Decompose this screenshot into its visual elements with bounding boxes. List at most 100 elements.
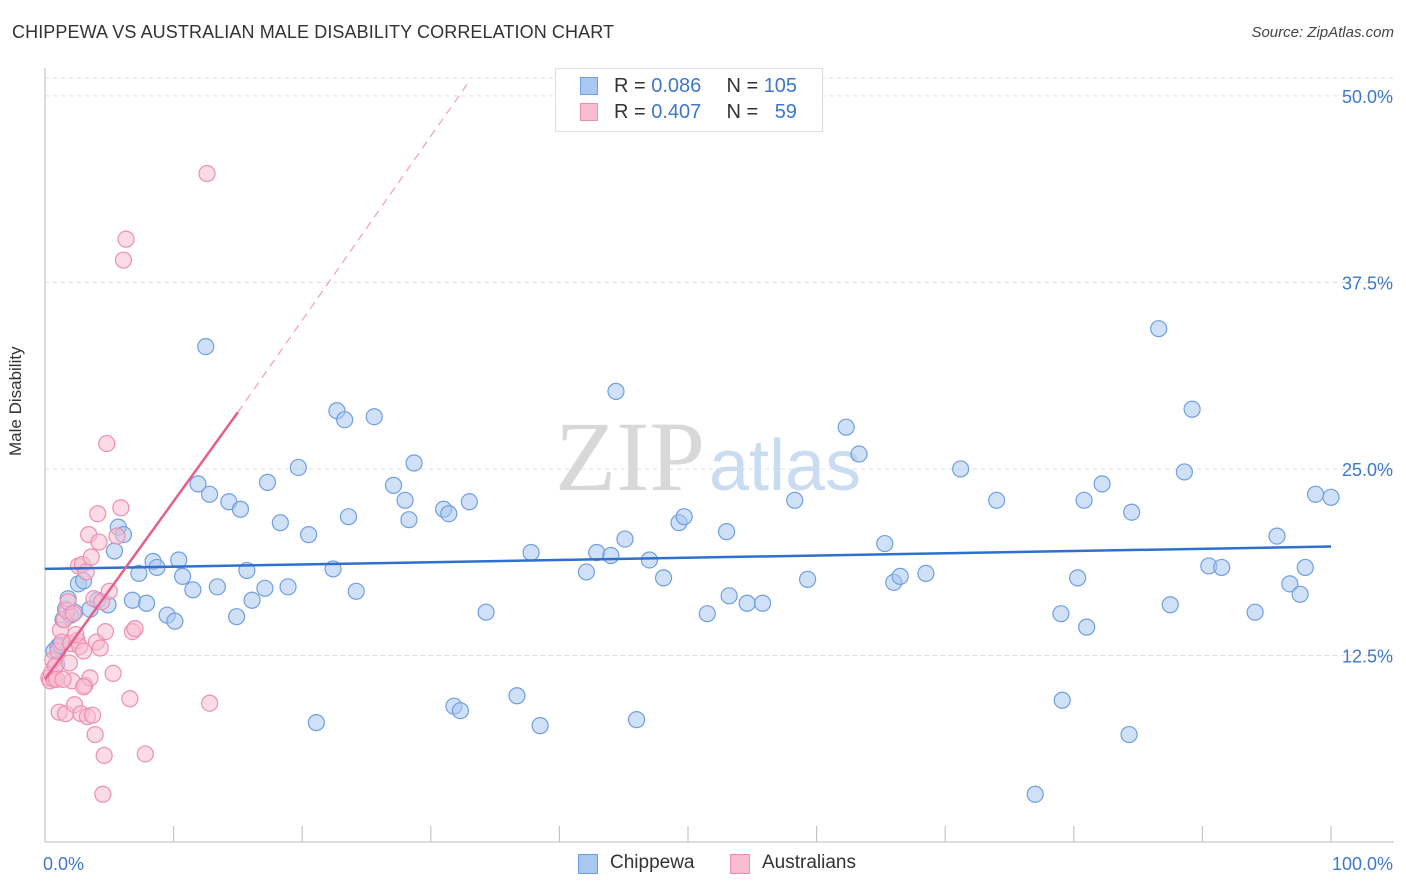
australians-point-36: [89, 505, 107, 523]
watermark-atlas: atlas: [709, 426, 861, 506]
chippewa-point-75: [738, 594, 756, 612]
chippewa-point-95: [1123, 503, 1141, 521]
chippewa-point-48: [365, 408, 383, 426]
australians-trend-line: [43, 411, 239, 681]
chippewa-point-40: [289, 458, 307, 477]
chippewa-point-67: [627, 711, 646, 729]
chippewa-point-36: [256, 579, 274, 597]
chippewa-point-60: [522, 543, 540, 562]
chippewa-point-81: [876, 534, 894, 553]
chippewa-point-84: [917, 564, 935, 583]
chippewa-point-87: [1026, 785, 1044, 803]
australians-point-41: [95, 746, 113, 765]
chippewa-point-19: [137, 594, 156, 612]
chippewa-point-88: [1052, 605, 1070, 623]
chippewa-point-30: [208, 578, 226, 596]
australians-point-54: [198, 164, 216, 183]
chippewa-point-62: [577, 563, 596, 581]
chippewa-trend-line: [44, 545, 1332, 571]
chippewa-point-54: [440, 505, 458, 523]
australians-point-18: [64, 605, 82, 623]
chippewa-point-29: [201, 485, 219, 503]
australians-point-57: [74, 678, 93, 696]
chippewa-point-46: [339, 508, 358, 526]
australians-point-34: [86, 725, 104, 744]
legend-swatch-chippewa: [580, 77, 598, 95]
chippewa-point-37: [258, 473, 277, 491]
trend-lines: [43, 80, 1332, 681]
chippewa-point-83: [891, 567, 909, 585]
chippewa-point-108: [1322, 488, 1340, 506]
australians-point-49: [117, 230, 135, 248]
chippewa-point-103: [1268, 527, 1286, 545]
chippewa-point-72: [698, 605, 716, 623]
bottom-legend-label-australians: Australians: [762, 852, 856, 873]
chippewa-point-27: [189, 475, 207, 493]
chippewa-point-97: [1161, 596, 1179, 614]
chippewa-point-41: [300, 526, 318, 544]
australians-point-38: [91, 639, 109, 657]
chippewa-point-64: [602, 546, 620, 565]
chippewa-point-18: [130, 564, 148, 583]
chippewa-point-71: [675, 508, 693, 526]
chippewa-point-24: [170, 551, 188, 569]
australians-point-53: [136, 745, 154, 763]
legend-n-label: N =: [726, 101, 764, 123]
australians-point-46: [108, 527, 126, 545]
y-tick-label-0: 12.5%: [1342, 646, 1393, 666]
watermark-zip: ZIP: [555, 401, 705, 512]
legend-r-value-chippewa: 0.086: [651, 75, 702, 97]
australians-point-37: [90, 533, 108, 551]
chippewa-point-107: [1306, 485, 1325, 503]
chippewa-point-58: [477, 603, 495, 621]
legend-r-value-australians: 0.407: [651, 101, 702, 123]
chippewa-point-14: [105, 542, 124, 560]
australians-point-50: [121, 690, 139, 708]
chippewa-point-105: [1291, 585, 1309, 603]
bottom-legend-label-chippewa: Chippewa: [610, 852, 695, 873]
bottom-legend-swatch-chippewa: [578, 854, 598, 874]
legend-swatch-australians: [580, 103, 598, 121]
chippewa-point-96: [1150, 320, 1168, 338]
australians-point-45: [104, 664, 122, 682]
chippewa-point-32: [228, 608, 246, 626]
source-credit: Source: ZipAtlas.com: [1251, 24, 1394, 41]
chippewa-point-104: [1281, 575, 1299, 593]
chippewa-point-86: [988, 491, 1006, 509]
australians-point-40: [94, 785, 112, 803]
y-tick-label-3: 50.0%: [1342, 87, 1393, 107]
chippewa-point-49: [384, 476, 403, 494]
chippewa-point-80: [850, 445, 868, 463]
legend-n-value-chippewa: 105: [763, 75, 798, 97]
australians-point-15: [60, 654, 79, 672]
chippewa-points: [45, 320, 1340, 803]
chippewa-point-66: [616, 530, 634, 548]
bottom-legend-swatch-australians: [730, 854, 750, 874]
chippewa-point-17: [123, 591, 142, 609]
chippewa-point-74: [720, 587, 738, 605]
australians-point-47: [112, 499, 130, 517]
chippewa-point-91: [1075, 491, 1093, 509]
chippewa-point-33: [231, 500, 250, 518]
chippewa-point-77: [786, 491, 804, 509]
australians-point-25: [74, 642, 93, 660]
chippewa-point-23: [166, 612, 184, 630]
chippewa-point-102: [1246, 603, 1264, 621]
australians-point-42: [96, 623, 115, 641]
x-tick-label-min: 0.0%: [43, 854, 84, 874]
chippewa-point-56: [451, 702, 469, 720]
chippewa-point-92: [1078, 618, 1096, 636]
legend-r-label: R =: [614, 101, 652, 123]
australians-points: [40, 164, 219, 803]
correlation-legend: R = 0.086 N = 105 R = 0.407 N = 59: [555, 68, 823, 132]
chippewa-point-106: [1296, 558, 1314, 577]
chippewa-point-38: [271, 514, 289, 532]
chippewa-point-39: [279, 578, 297, 596]
chippewa-point-99: [1183, 400, 1201, 418]
legend-r-label: R =: [614, 75, 652, 97]
y-tick-label-2: 37.5%: [1342, 273, 1393, 293]
australians-point-52: [126, 620, 144, 638]
chippewa-point-47: [347, 582, 365, 600]
chippewa-point-94: [1120, 725, 1138, 744]
chippewa-point-101: [1213, 558, 1231, 577]
